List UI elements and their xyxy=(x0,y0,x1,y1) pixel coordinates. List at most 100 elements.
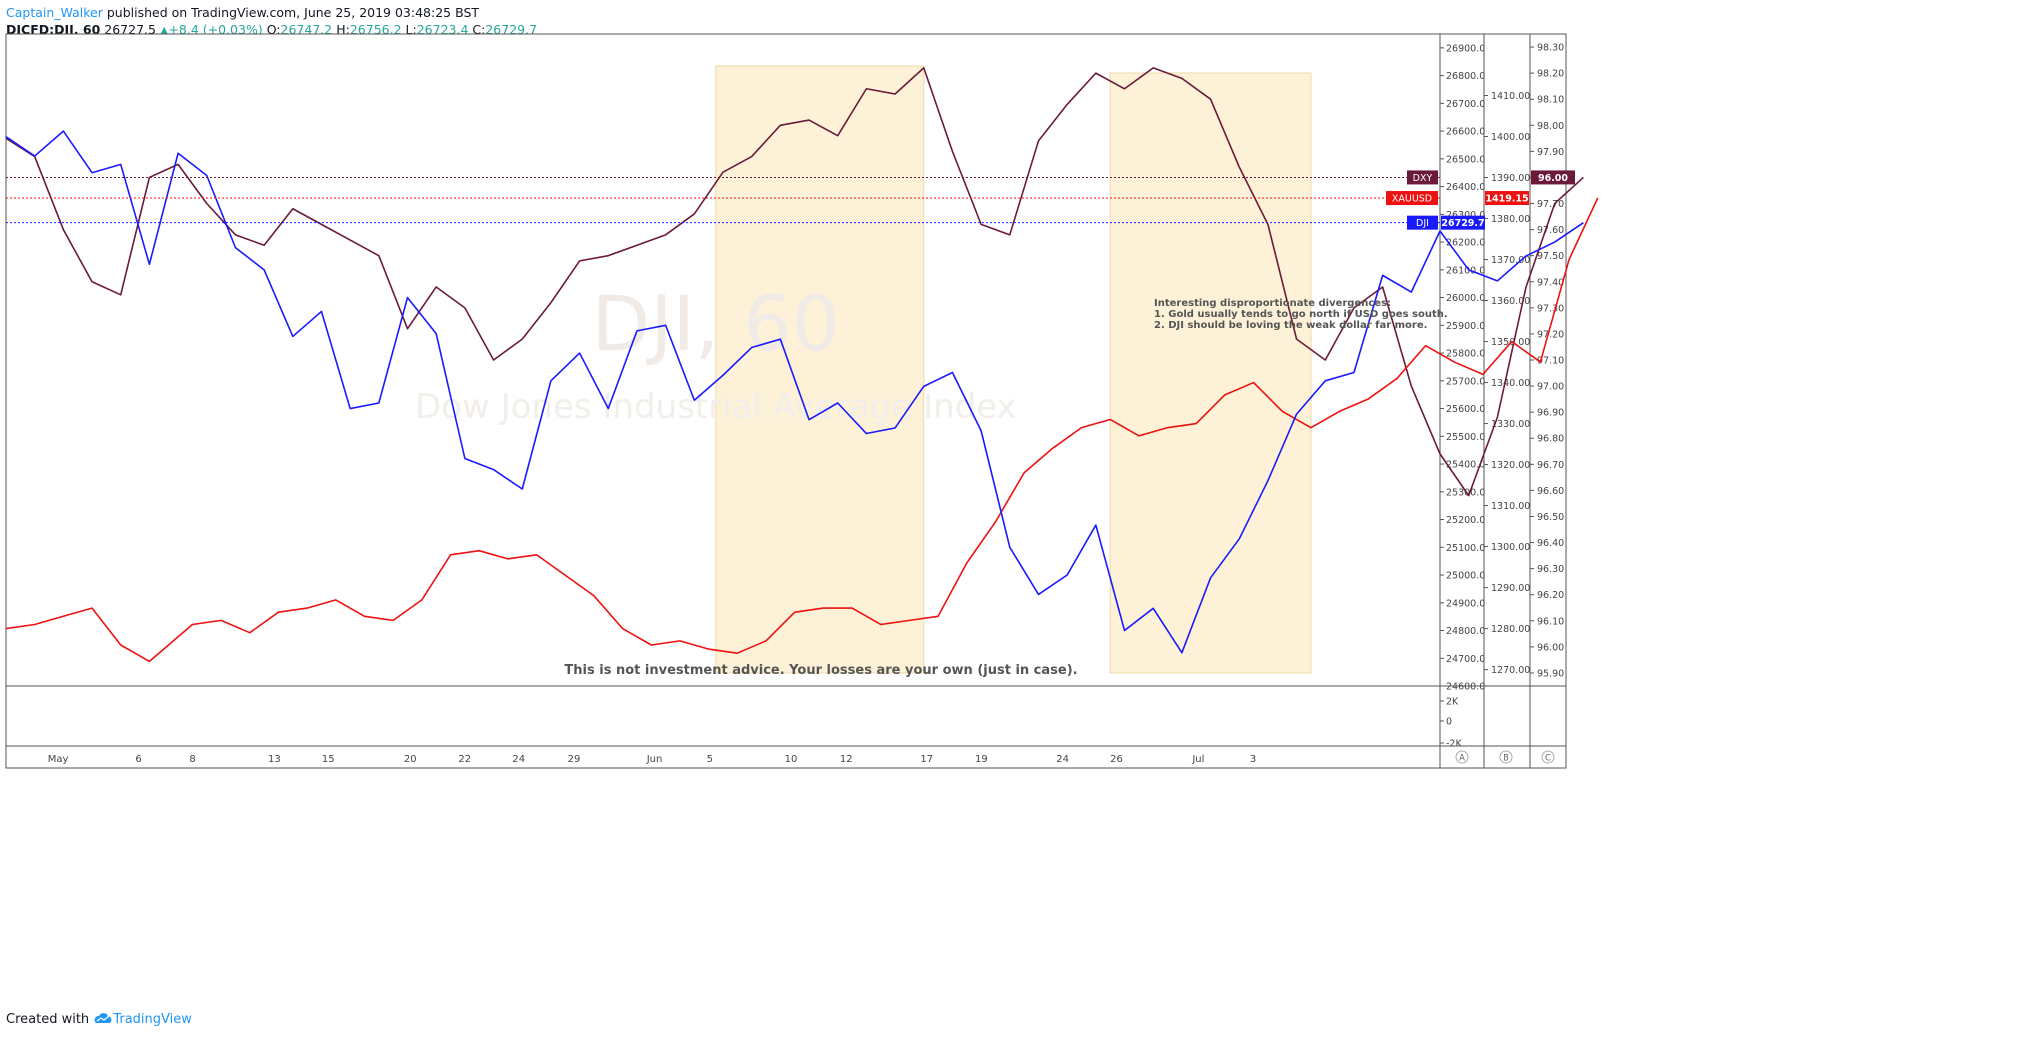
xauusd-tick-label: 1300.00 xyxy=(1491,542,1530,553)
x-tick-label: 5 xyxy=(707,754,713,765)
dji-tick-label: 26400.0 xyxy=(1446,182,1485,193)
dxy-series-line xyxy=(5,67,1584,497)
tradingview-link[interactable]: TradingView xyxy=(113,1012,192,1027)
pane-button-label: C xyxy=(1545,754,1551,764)
dji-tick-label: 26700.0 xyxy=(1446,99,1485,110)
xauusd-tick-label: 1410.00 xyxy=(1491,91,1530,102)
x-tick-label: 15 xyxy=(322,754,335,765)
indicator-tick-label: 2K xyxy=(1446,697,1459,708)
x-tick-label: 24 xyxy=(1056,754,1069,765)
high-label: H: xyxy=(336,22,350,37)
xauusd-tick-label: 1370.00 xyxy=(1491,255,1530,266)
annotation-point-1: 1. Gold usually tends to go north if USD… xyxy=(1154,309,1448,320)
dji-value-label: 26729.7 xyxy=(1441,218,1484,229)
dxy-tick-label: 97.10 xyxy=(1537,356,1564,367)
dxy-tick-label: 95.90 xyxy=(1537,668,1564,679)
up-arrow-icon: ▲ xyxy=(159,24,169,37)
xauusd-tick-label: 1270.00 xyxy=(1491,665,1530,676)
dji-tick-label: 26800.0 xyxy=(1446,71,1485,82)
xauusd-tick-label: 1330.00 xyxy=(1491,419,1530,430)
dxy-tick-label: 98.00 xyxy=(1537,121,1564,132)
x-tick-label: Jun xyxy=(646,754,663,765)
x-tick-label: 3 xyxy=(1250,754,1256,765)
x-tick-label: 26 xyxy=(1110,754,1123,765)
indicator-tick-label: 0 xyxy=(1446,717,1452,728)
close-value: 26729.7 xyxy=(485,22,538,37)
dxy-tick-label: 97.00 xyxy=(1537,382,1564,393)
x-tick-label: 19 xyxy=(975,754,988,765)
pane-button-a[interactable] xyxy=(1455,750,1469,764)
x-tick-label: May xyxy=(48,754,69,765)
xauusd-tick-label: 1360.00 xyxy=(1491,296,1530,307)
pane-button-c[interactable] xyxy=(1541,750,1555,764)
low-label: L: xyxy=(405,22,417,37)
dxy-tick-label: 96.70 xyxy=(1537,460,1564,471)
tradingview-logo-icon xyxy=(94,1013,112,1023)
dji-tick-label: 25100.0 xyxy=(1446,543,1485,554)
dxy-tick-label: 96.50 xyxy=(1537,512,1564,523)
dxy-tick-label: 97.30 xyxy=(1537,303,1564,314)
dji-tick-label: 26300.0 xyxy=(1446,210,1485,221)
dxy-tick-label: 96.30 xyxy=(1537,564,1564,575)
xauusd-tick-label: 1390.00 xyxy=(1491,173,1530,184)
dxy-tick-label: 96.60 xyxy=(1537,486,1564,497)
dji-tick-label: 24900.0 xyxy=(1446,598,1485,609)
dji-tick-label: 24600.0 xyxy=(1446,682,1485,693)
dji-tick-label: 24800.0 xyxy=(1446,626,1485,637)
created-with-text: Created with xyxy=(6,1012,90,1027)
xauusd-tick-label: 1290.00 xyxy=(1491,583,1530,594)
dxy-tick-label: 97.70 xyxy=(1537,199,1564,210)
dji-name-tag xyxy=(1407,215,1438,230)
dxy-tick-label: 96.20 xyxy=(1537,590,1564,601)
dji-tick-label: 25300.0 xyxy=(1446,487,1485,498)
dji-tick-label: 25600.0 xyxy=(1446,404,1485,415)
last-price: 26727.5 xyxy=(104,22,156,37)
dxy-tick-label: 98.30 xyxy=(1537,43,1564,54)
dji-tick-label: 25500.0 xyxy=(1446,432,1485,443)
dxy-tick-label: 97.60 xyxy=(1537,225,1564,236)
dxy-tick-label: 97.40 xyxy=(1537,277,1564,288)
dxy-tick-label: 96.00 xyxy=(1537,642,1564,653)
ohlc-legend: DJCFD:DJI, 60 26727.5 ▲+8.4 (+0.03%) O: 2… xyxy=(6,22,537,37)
price-change: +8.4 (+0.03%) xyxy=(168,22,263,37)
pane-button-label: B xyxy=(1503,754,1509,764)
annotation-heading: Interesting disproportionate divergences… xyxy=(1154,298,1391,309)
author-link[interactable]: Captain_Walker xyxy=(6,5,103,20)
xauusd-value-label: 1419.15 xyxy=(1485,194,1528,205)
open-label: O: xyxy=(266,22,281,37)
xauusd-name-label: XAUUSD xyxy=(1392,194,1432,205)
xauusd-tick-label: 1340.00 xyxy=(1491,378,1530,389)
dxy-tick-label: 96.90 xyxy=(1537,408,1564,419)
x-tick-label: 6 xyxy=(135,754,141,765)
dxy-tick-label: 96.40 xyxy=(1537,538,1564,549)
symbol-label[interactable]: DJCFD:DJI, 60 xyxy=(6,22,101,37)
annotation-point-2: 2. DJI should be loving the weak dollar … xyxy=(1154,320,1427,331)
dji-tick-label: 26100.0 xyxy=(1446,265,1485,276)
dji-tick-label: 26200.0 xyxy=(1446,238,1485,249)
dji-tick-label: 25700.0 xyxy=(1446,376,1485,387)
dji-value-tag xyxy=(1441,215,1485,230)
indicator-tick-label: -2K xyxy=(1446,739,1462,750)
xauusd-tick-label: 1400.00 xyxy=(1491,132,1530,143)
high-value: 26756.2 xyxy=(349,22,402,37)
pane-button-label: A xyxy=(1459,754,1465,764)
dji-series-line xyxy=(5,130,1584,654)
dji-tick-label: 25400.0 xyxy=(1446,460,1485,471)
highlight-box-1 xyxy=(715,65,925,674)
x-tick-label: 29 xyxy=(568,754,581,765)
xauusd-tick-label: 1310.00 xyxy=(1491,501,1530,512)
x-tick-label: 8 xyxy=(189,754,195,765)
pane-button-b[interactable] xyxy=(1499,750,1513,764)
xauusd-value-tag xyxy=(1485,191,1529,206)
x-tick-label: 10 xyxy=(785,754,798,765)
x-tick-label: 22 xyxy=(458,754,471,765)
close-label: C: xyxy=(472,22,486,37)
dji-tick-label: 24700.0 xyxy=(1446,654,1485,665)
xauusd-tick-label: 1380.00 xyxy=(1491,214,1530,225)
dji-tick-label: 26000.0 xyxy=(1446,293,1485,304)
dxy-tick-label: 98.20 xyxy=(1537,69,1564,80)
dxy-value-tag xyxy=(1531,170,1575,185)
dxy-name-label: DXY xyxy=(1413,173,1433,184)
dxy-tick-label: 96.10 xyxy=(1537,616,1564,627)
